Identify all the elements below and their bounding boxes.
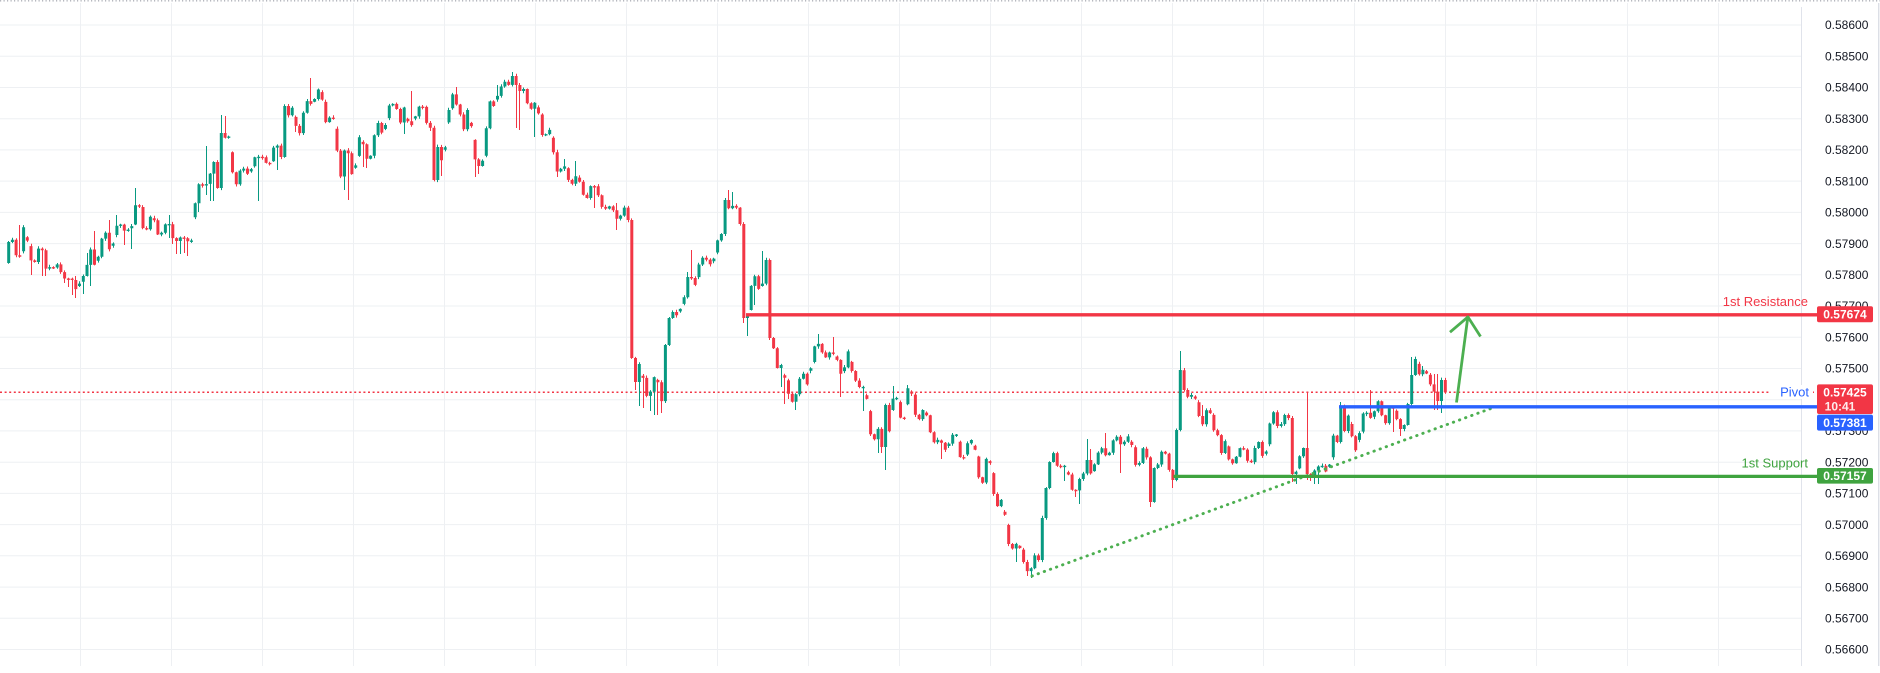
svg-text:0.57100: 0.57100: [1825, 487, 1869, 501]
svg-text:0.57000: 0.57000: [1825, 518, 1869, 532]
svg-text:0.58100: 0.58100: [1825, 174, 1869, 188]
svg-text:0.58200: 0.58200: [1825, 143, 1869, 157]
svg-text:0.57425: 0.57425: [1823, 385, 1867, 399]
svg-text:0.57157: 0.57157: [1823, 469, 1867, 483]
svg-text:0.58600: 0.58600: [1825, 18, 1869, 32]
svg-text:0.58000: 0.58000: [1825, 206, 1869, 220]
svg-text:0.57381: 0.57381: [1823, 416, 1867, 430]
svg-text:0.58300: 0.58300: [1825, 112, 1869, 126]
svg-text:0.57900: 0.57900: [1825, 237, 1869, 251]
svg-text:1st Resistance: 1st Resistance: [1723, 294, 1808, 309]
svg-text:0.57600: 0.57600: [1825, 331, 1869, 345]
svg-text:0.56800: 0.56800: [1825, 580, 1869, 594]
svg-text:0.58400: 0.58400: [1825, 81, 1869, 95]
svg-text:0.57500: 0.57500: [1825, 362, 1869, 376]
svg-text:0.56600: 0.56600: [1825, 643, 1869, 657]
svg-text:Pivot: Pivot: [1780, 385, 1809, 400]
svg-text:0.56700: 0.56700: [1825, 612, 1869, 626]
svg-text:0.57674: 0.57674: [1823, 307, 1867, 321]
svg-text:0.57800: 0.57800: [1825, 268, 1869, 282]
svg-text:0.58500: 0.58500: [1825, 49, 1869, 63]
svg-text:0.57200: 0.57200: [1825, 455, 1869, 469]
svg-text:1st Support: 1st Support: [1742, 455, 1809, 470]
svg-text:0.56900: 0.56900: [1825, 549, 1869, 563]
svg-text:10:41: 10:41: [1825, 399, 1856, 413]
